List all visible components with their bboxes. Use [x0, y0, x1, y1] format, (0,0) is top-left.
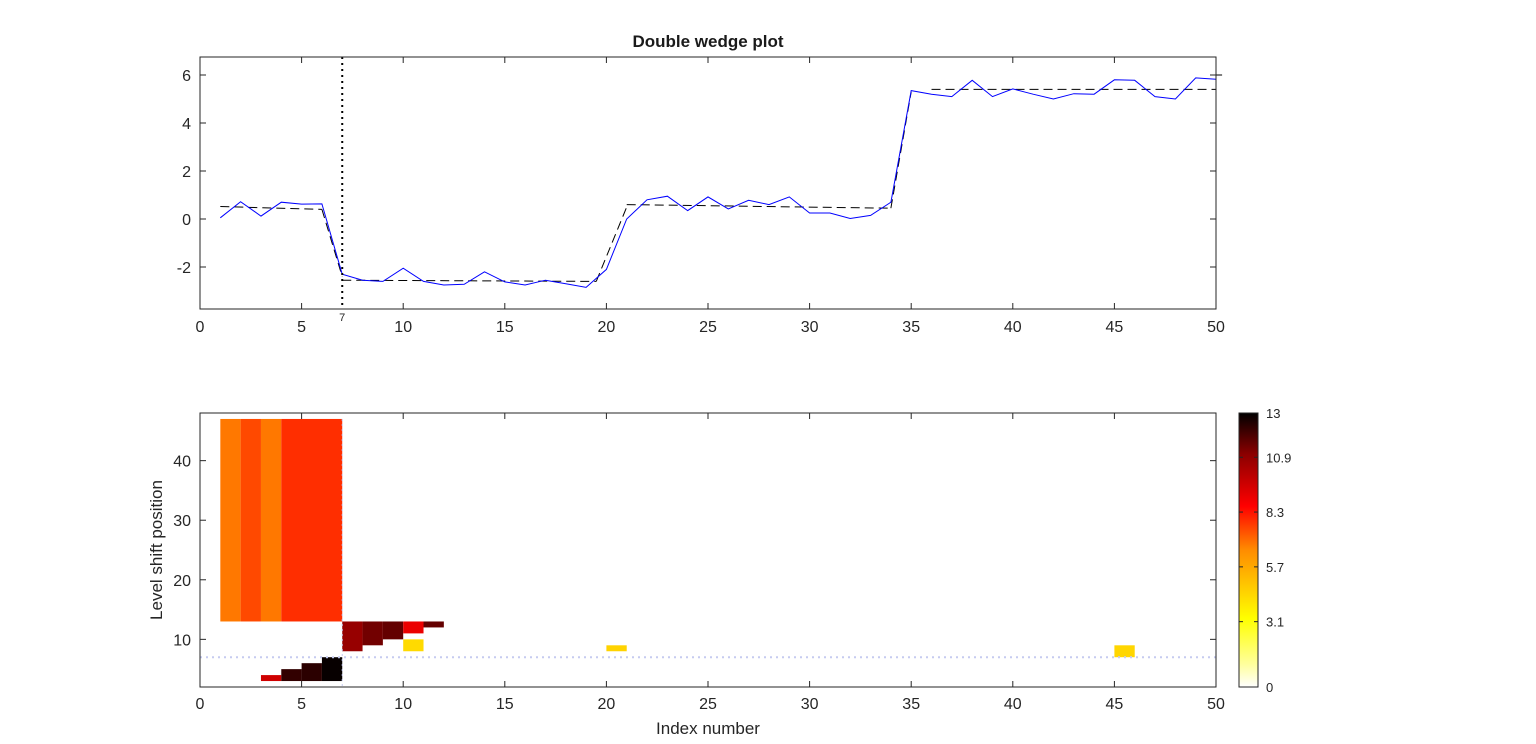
x-tick-label: 15 [496, 696, 514, 713]
heatmap-cell [403, 621, 424, 634]
x-tick-label: 20 [598, 319, 616, 336]
y-tick-label: 4 [182, 116, 191, 133]
x-tick-label: 30 [801, 319, 819, 336]
y-tick-label: 10 [173, 632, 191, 649]
colorbar-tick-label: 5.7 [1266, 560, 1284, 575]
heatmap-cell [281, 669, 302, 682]
colorbar-tick-label: 3.1 [1266, 615, 1284, 630]
y-tick-label: 6 [182, 68, 191, 85]
heatmap-cell [423, 621, 444, 628]
heatmap-cell [342, 621, 363, 652]
heatmap-cell [1114, 645, 1135, 658]
bottom-axes: 0 5 10 15 20 25 30 35 40 45 50 10 20 30 40 Index numb… [147, 412, 1225, 738]
x-tick-label: 5 [297, 319, 306, 336]
x-axis-label: Index number [656, 719, 760, 738]
x-tick-label: 35 [902, 696, 920, 713]
fit-segment [626, 204, 891, 209]
colorbar-tick-label: 8.3 [1266, 505, 1284, 520]
fit-segment [220, 206, 322, 210]
data-series-line [219, 77, 1217, 288]
x-tick-label: 45 [1106, 696, 1124, 713]
heatmap-cell [260, 675, 282, 682]
bottom-x-ticks: 0 5 10 15 20 25 30 35 40 45 50 [196, 413, 1225, 713]
x-tick-label: 0 [196, 696, 205, 713]
y-tick-label: 0 [182, 212, 191, 229]
top-axes: Double wedge plot 0 5 10 15 20 25 30 35 40 45 50 -… [177, 32, 1225, 336]
x-tick-label: 40 [1004, 319, 1022, 336]
heatmap-cell [382, 621, 404, 640]
heatmap-cell [321, 657, 343, 682]
heatmap-cell [606, 645, 627, 652]
y-tick-label: 2 [182, 164, 191, 181]
chart-title: Double wedge plot [632, 32, 783, 51]
y-tick-label: 30 [173, 513, 191, 530]
y-axis-label: Level shift position [147, 480, 166, 620]
x-tick-label: 0 [196, 319, 205, 336]
x-tick-label: 50 [1207, 696, 1225, 713]
y-tick-label: -2 [177, 260, 191, 277]
top-axes-box [199, 56, 1217, 310]
heatmap-area [200, 418, 1216, 687]
x-tick-label: 45 [1106, 319, 1124, 336]
x-tick-label: 40 [1004, 696, 1022, 713]
y-tick-label: 40 [173, 454, 191, 471]
x-tick-label: 15 [496, 319, 514, 336]
heatmap-cell [403, 639, 424, 652]
heatmap-cell [281, 418, 343, 622]
x-tick-label: 30 [801, 696, 819, 713]
x-tick-label: 25 [699, 319, 717, 336]
top-x-ticks: 0 5 10 15 20 25 30 35 40 45 50 [196, 57, 1225, 336]
heatmap-cell [301, 663, 322, 682]
x-tick-label: 10 [394, 696, 412, 713]
fit-segment [595, 206, 628, 282]
colorbar-ticks: 0 3.1 5.7 8.3 10.9 13 [1239, 406, 1291, 695]
x-tick-label: 50 [1207, 319, 1225, 336]
heatmap-cell [260, 418, 282, 622]
colorbar-gradient [1238, 412, 1259, 688]
heatmap-cell [240, 418, 261, 622]
colorbar-tick-label: 0 [1266, 680, 1273, 695]
x-tick-label: 25 [699, 696, 717, 713]
x-tick-label: 20 [598, 696, 616, 713]
x-tick-label: 35 [902, 319, 920, 336]
top-plot-area [219, 57, 1223, 309]
y-tick-label: 20 [173, 573, 191, 590]
vline-label: 7 [339, 312, 345, 324]
bottom-y-ticks: 10 20 30 40 [173, 454, 1216, 649]
top-y-ticks: -2 0 2 4 6 [177, 68, 1216, 277]
fit-segment [321, 209, 343, 277]
heatmap-cell [220, 418, 241, 622]
colorbar-tick-label: 13 [1266, 406, 1280, 421]
colorbar-tick-label: 10.9 [1266, 450, 1291, 465]
x-tick-label: 5 [297, 696, 306, 713]
x-tick-label: 10 [394, 319, 412, 336]
colorbar: 0 3.1 5.7 8.3 10.9 13 [1238, 406, 1291, 695]
heatmap-cell [362, 621, 383, 646]
